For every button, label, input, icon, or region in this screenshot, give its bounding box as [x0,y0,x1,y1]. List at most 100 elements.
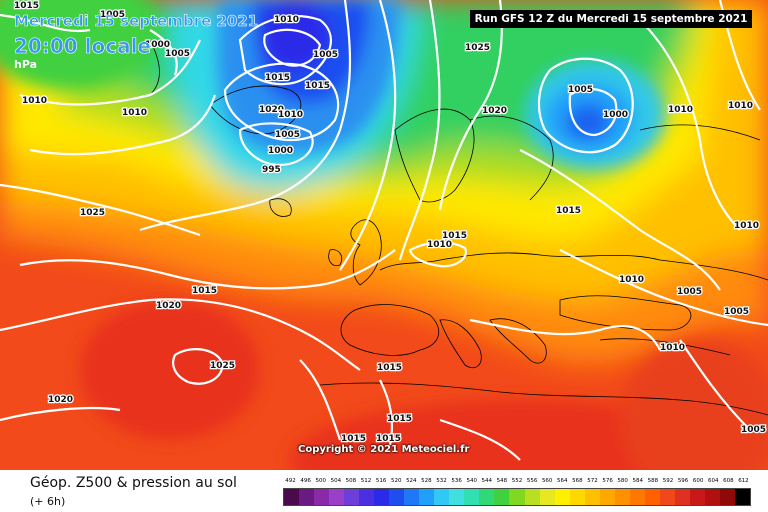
scale-swatch [434,489,450,505]
scale-swatch [734,489,750,505]
color-scale-labels: 492 496 500 504 508 512 516 520 524 528 532 536 540 5… [283,478,751,487]
isobar-label: 1015 [376,434,401,444]
scale-swatch [299,489,315,505]
scale-swatch [629,489,645,505]
isobar-label: 1015 [387,414,412,424]
scale-label: 512 [360,478,372,484]
scale-swatch [719,489,735,505]
scale-swatch [524,489,540,505]
isobar-label: 1015 [556,206,581,216]
scale-swatch [404,489,420,505]
legend-subtitle: (+ 6h) [30,495,66,508]
isobar-label: 1020 [156,301,181,311]
isobar-label: 995 [262,165,281,175]
isobar-label: 1010 [660,343,685,353]
color-scale-bar [283,488,751,506]
scale-label: 552 [511,478,523,484]
isobar-label: 1010 [22,96,47,106]
isobar-label: 1020 [259,105,284,115]
isobar-label: 1005 [100,10,125,20]
isobar-label: 1005 [275,130,300,140]
scale-label: 592 [662,478,674,484]
scale-label: 532 [436,478,447,484]
map-date-title: Mercredi 15 septembre 2021 [14,12,259,31]
isobar-label: 1015 [442,231,467,241]
scale-swatch [389,489,405,505]
map-unit-label: hPa [14,58,38,71]
scale-label: 588 [647,478,659,484]
scale-swatch [359,489,375,505]
isobar-label: 1020 [48,395,73,405]
isobar-label: 1010 [274,15,299,25]
isobar-label: 1010 [427,240,452,250]
scale-swatch [449,489,465,505]
isobar-label: 1000 [145,40,170,50]
scale-swatch [344,489,360,505]
map-time-title: 20:00 locale [14,34,152,59]
scale-label: 496 [300,478,311,484]
scale-swatch [674,489,690,505]
scale-label: 528 [421,478,432,484]
scale-label: 540 [466,478,477,484]
isobar-label: 1005 [741,425,766,435]
scale-label: 568 [572,478,583,484]
isobar-label: 1005 [724,307,749,317]
scale-label: 612 [738,478,749,484]
scale-swatch [584,489,600,505]
isobar-label: 1020 [482,106,507,116]
isobar-label: 1000 [603,110,628,120]
isobar-label: 1005 [568,85,593,95]
isobar-label: 1025 [210,361,235,371]
scale-swatch [614,489,630,505]
scale-swatch [314,489,330,505]
scale-label: 492 [285,478,296,484]
scale-label: 600 [692,478,704,484]
isobar-label: 1000 [268,146,293,156]
scale-swatch [599,489,615,505]
scale-swatch [539,489,555,505]
isobar-label: 1005 [165,49,190,59]
isobar-label: 1010 [278,110,303,120]
isobar-label: 1005 [313,50,338,60]
geopotential-map: 1015 1010 1005 1000 1005 1010 1010 1005 … [0,0,768,470]
scale-swatch [329,489,345,505]
scale-label: 576 [602,478,613,484]
copyright-notice: Copyright © 2021 Meteociel.fr [298,444,470,455]
isobar-label: 1010 [122,108,147,118]
scale-label: 504 [330,478,342,484]
scale-label: 564 [557,478,568,484]
isobars [0,0,768,461]
scale-label: 584 [632,478,644,484]
scale-swatch [464,489,480,505]
scale-swatch [479,489,495,505]
scale-label: 608 [723,478,734,484]
coastlines [149,39,768,416]
isobar-label: 1025 [80,208,105,218]
scale-label: 548 [496,478,508,484]
isobar-label: 1010 [619,275,644,285]
isobar-label: 1015 [377,363,402,373]
scale-label: 596 [677,478,689,484]
isobar-label: 1005 [677,287,702,297]
legend-title: Géop. Z500 & pression au sol [30,475,237,491]
scale-swatch [704,489,720,505]
isobar-label: 1015 [305,81,330,91]
isobar-label: 1015 [192,286,217,296]
scale-swatch [644,489,660,505]
scale-swatch [569,489,585,505]
isobar-labels: 1015 1010 1005 1000 1005 1010 1010 1005 … [13,0,768,445]
scale-label: 508 [345,478,357,484]
scale-swatch [509,489,525,505]
model-run-label: Run GFS 12 Z du Mercredi 15 septembre 20… [470,10,752,28]
scale-label: 556 [526,478,538,484]
scale-label: 560 [541,478,553,484]
scale-swatch [419,489,435,505]
isobar-label: 1025 [465,43,490,53]
scale-label: 572 [587,478,598,484]
isobar-label: 1015 [341,434,366,444]
isobar-label: 1010 [734,221,759,231]
scale-label: 536 [451,478,462,484]
scale-swatch [659,489,675,505]
scale-swatch [284,489,300,505]
scale-swatch [554,489,570,505]
